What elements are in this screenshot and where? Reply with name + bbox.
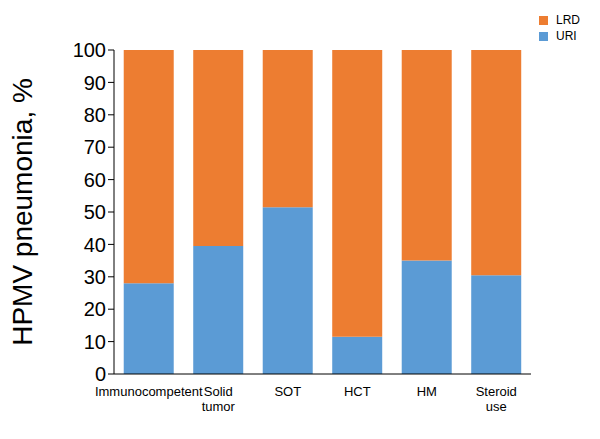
svg-text:100: 100: [73, 39, 106, 61]
svg-text:0: 0: [95, 363, 106, 385]
svg-text:Immunocompetent: Immunocompetent: [95, 384, 203, 399]
svg-text:90: 90: [84, 72, 106, 94]
svg-text:Steroiduse: Steroiduse: [476, 384, 517, 414]
svg-text:SOT: SOT: [274, 384, 301, 399]
svg-text:HCT: HCT: [344, 384, 371, 399]
svg-text:HM: HM: [417, 384, 437, 399]
svg-text:70: 70: [84, 136, 106, 158]
svg-text:50: 50: [84, 201, 106, 223]
svg-text:40: 40: [84, 234, 106, 256]
html-text:LRD: LRD: [556, 13, 580, 27]
svg-text:Solidtumor: Solidtumor: [202, 384, 236, 414]
svg-text:20: 20: [84, 298, 106, 320]
svg-text:60: 60: [84, 169, 106, 191]
svg-text:80: 80: [84, 104, 106, 126]
svg-text:HPMV pneumonia, %: HPMV pneumonia, %: [8, 78, 38, 346]
svg-text:30: 30: [84, 266, 106, 288]
svg-text:10: 10: [84, 331, 106, 353]
html-text:URI: URI: [556, 29, 577, 43]
